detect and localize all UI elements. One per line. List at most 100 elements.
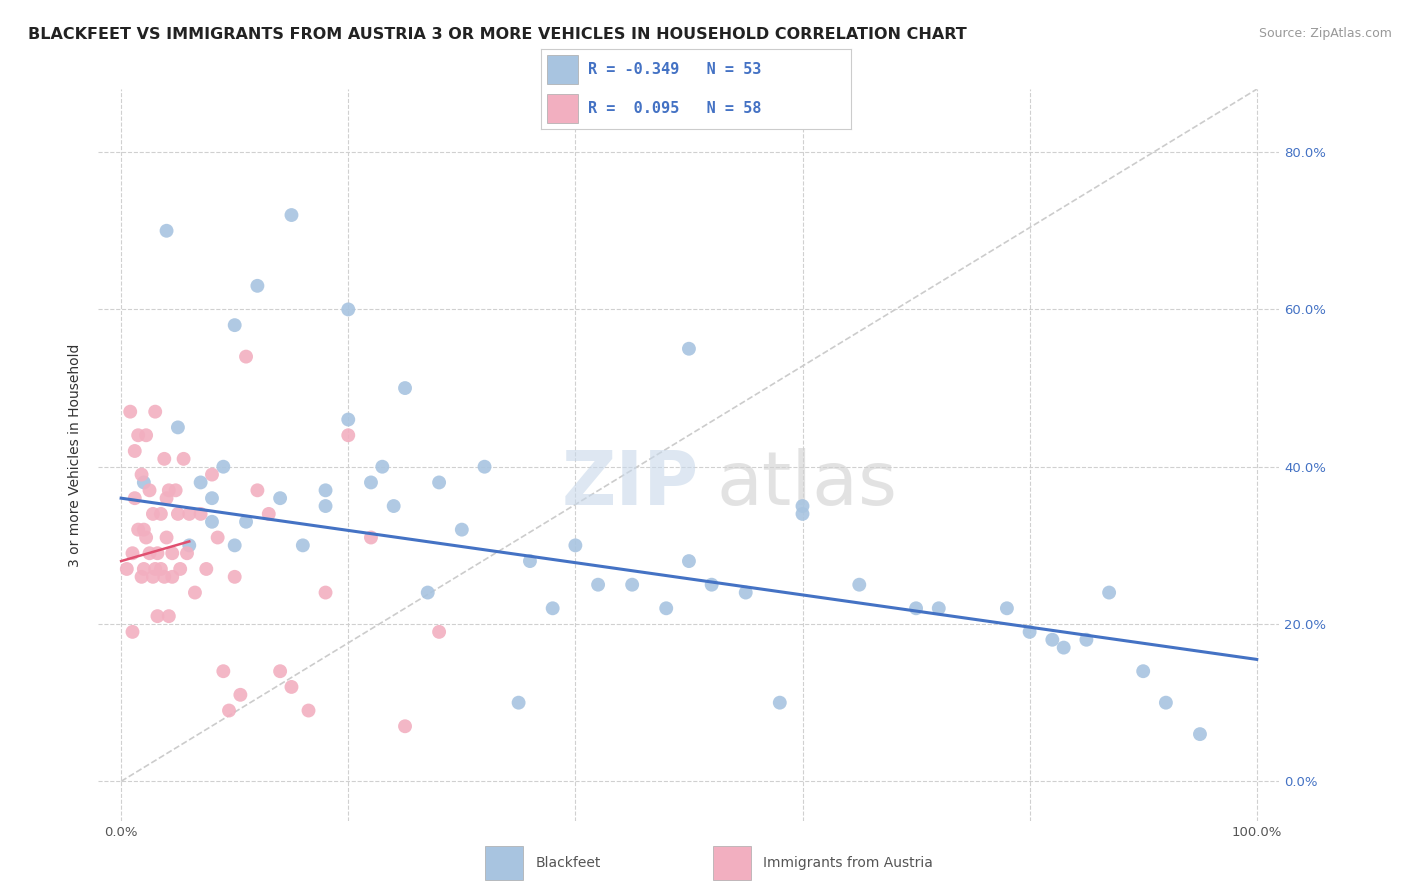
- Point: [146, 609, 169, 624]
- Point: [269, 491, 291, 505]
- Point: [190, 507, 212, 521]
- Point: [848, 577, 870, 591]
- Text: Immigrants from Austria: Immigrants from Austria: [763, 856, 934, 870]
- Point: [142, 507, 165, 521]
- Point: [149, 562, 172, 576]
- Point: [315, 499, 337, 513]
- Point: [124, 491, 146, 505]
- Point: [143, 562, 166, 576]
- Point: [127, 523, 149, 537]
- Point: [184, 585, 207, 599]
- Point: [269, 664, 291, 678]
- Point: [207, 531, 229, 545]
- Point: [212, 664, 235, 678]
- Point: [315, 585, 337, 599]
- Text: BLACKFEET VS IMMIGRANTS FROM AUSTRIA 3 OR MORE VEHICLES IN HOUSEHOLD CORRELATION: BLACKFEET VS IMMIGRANTS FROM AUSTRIA 3 O…: [28, 27, 967, 42]
- Point: [541, 601, 564, 615]
- Point: [297, 704, 319, 718]
- Point: [360, 475, 382, 490]
- Point: [371, 459, 394, 474]
- Point: [201, 515, 224, 529]
- Point: [246, 278, 269, 293]
- Point: [792, 499, 814, 513]
- Point: [131, 467, 153, 482]
- Point: [416, 585, 439, 599]
- Text: atlas: atlas: [717, 448, 897, 521]
- Point: [224, 570, 246, 584]
- Point: [212, 459, 235, 474]
- Point: [700, 577, 723, 591]
- Point: [153, 570, 176, 584]
- Point: [155, 224, 177, 238]
- Point: [167, 420, 190, 434]
- Point: [157, 609, 180, 624]
- Y-axis label: 3 or more Vehicles in Household: 3 or more Vehicles in Household: [69, 343, 83, 566]
- Point: [127, 428, 149, 442]
- Point: [905, 601, 928, 615]
- Point: [176, 546, 198, 560]
- Point: [621, 577, 644, 591]
- Point: [121, 624, 143, 639]
- Point: [155, 531, 177, 545]
- Point: [280, 208, 302, 222]
- Point: [769, 696, 792, 710]
- Point: [257, 507, 280, 521]
- Point: [394, 381, 416, 395]
- Point: [155, 491, 177, 505]
- Point: [157, 483, 180, 498]
- Point: [1154, 696, 1177, 710]
- Point: [162, 570, 183, 584]
- Point: [165, 483, 187, 498]
- Point: [224, 538, 246, 552]
- Point: [146, 546, 169, 560]
- Point: [201, 491, 224, 505]
- FancyBboxPatch shape: [547, 55, 578, 85]
- Point: [131, 570, 153, 584]
- Point: [337, 302, 360, 317]
- Point: [564, 538, 586, 552]
- Text: R =  0.095   N = 58: R = 0.095 N = 58: [588, 101, 761, 116]
- Point: [162, 546, 183, 560]
- Point: [138, 546, 160, 560]
- Point: [169, 562, 191, 576]
- Point: [132, 475, 155, 490]
- Point: [132, 523, 155, 537]
- Point: [450, 523, 472, 537]
- Point: [149, 507, 172, 521]
- Point: [124, 444, 146, 458]
- Point: [229, 688, 252, 702]
- Point: [179, 538, 201, 552]
- Point: [792, 507, 814, 521]
- Point: [291, 538, 314, 552]
- Point: [337, 412, 360, 426]
- Point: [427, 475, 450, 490]
- Point: [121, 546, 143, 560]
- Point: [1040, 632, 1063, 647]
- Point: [734, 585, 756, 599]
- Point: [135, 428, 157, 442]
- Point: [1098, 585, 1121, 599]
- Point: [928, 601, 950, 615]
- Point: [360, 531, 382, 545]
- Point: [586, 577, 609, 591]
- Point: [195, 562, 218, 576]
- Point: [382, 499, 405, 513]
- Point: [115, 562, 138, 576]
- Point: [153, 451, 176, 466]
- Point: [179, 507, 201, 521]
- Text: ZIP: ZIP: [561, 448, 699, 521]
- Point: [120, 405, 142, 419]
- Point: [678, 554, 700, 568]
- Point: [201, 467, 224, 482]
- Point: [1132, 664, 1154, 678]
- Text: Blackfeet: Blackfeet: [536, 856, 600, 870]
- Point: [1076, 632, 1098, 647]
- Point: [678, 342, 700, 356]
- FancyBboxPatch shape: [547, 94, 578, 123]
- Point: [508, 696, 530, 710]
- Point: [1053, 640, 1076, 655]
- Point: [132, 562, 155, 576]
- Point: [655, 601, 678, 615]
- Point: [235, 515, 257, 529]
- Point: [224, 318, 246, 333]
